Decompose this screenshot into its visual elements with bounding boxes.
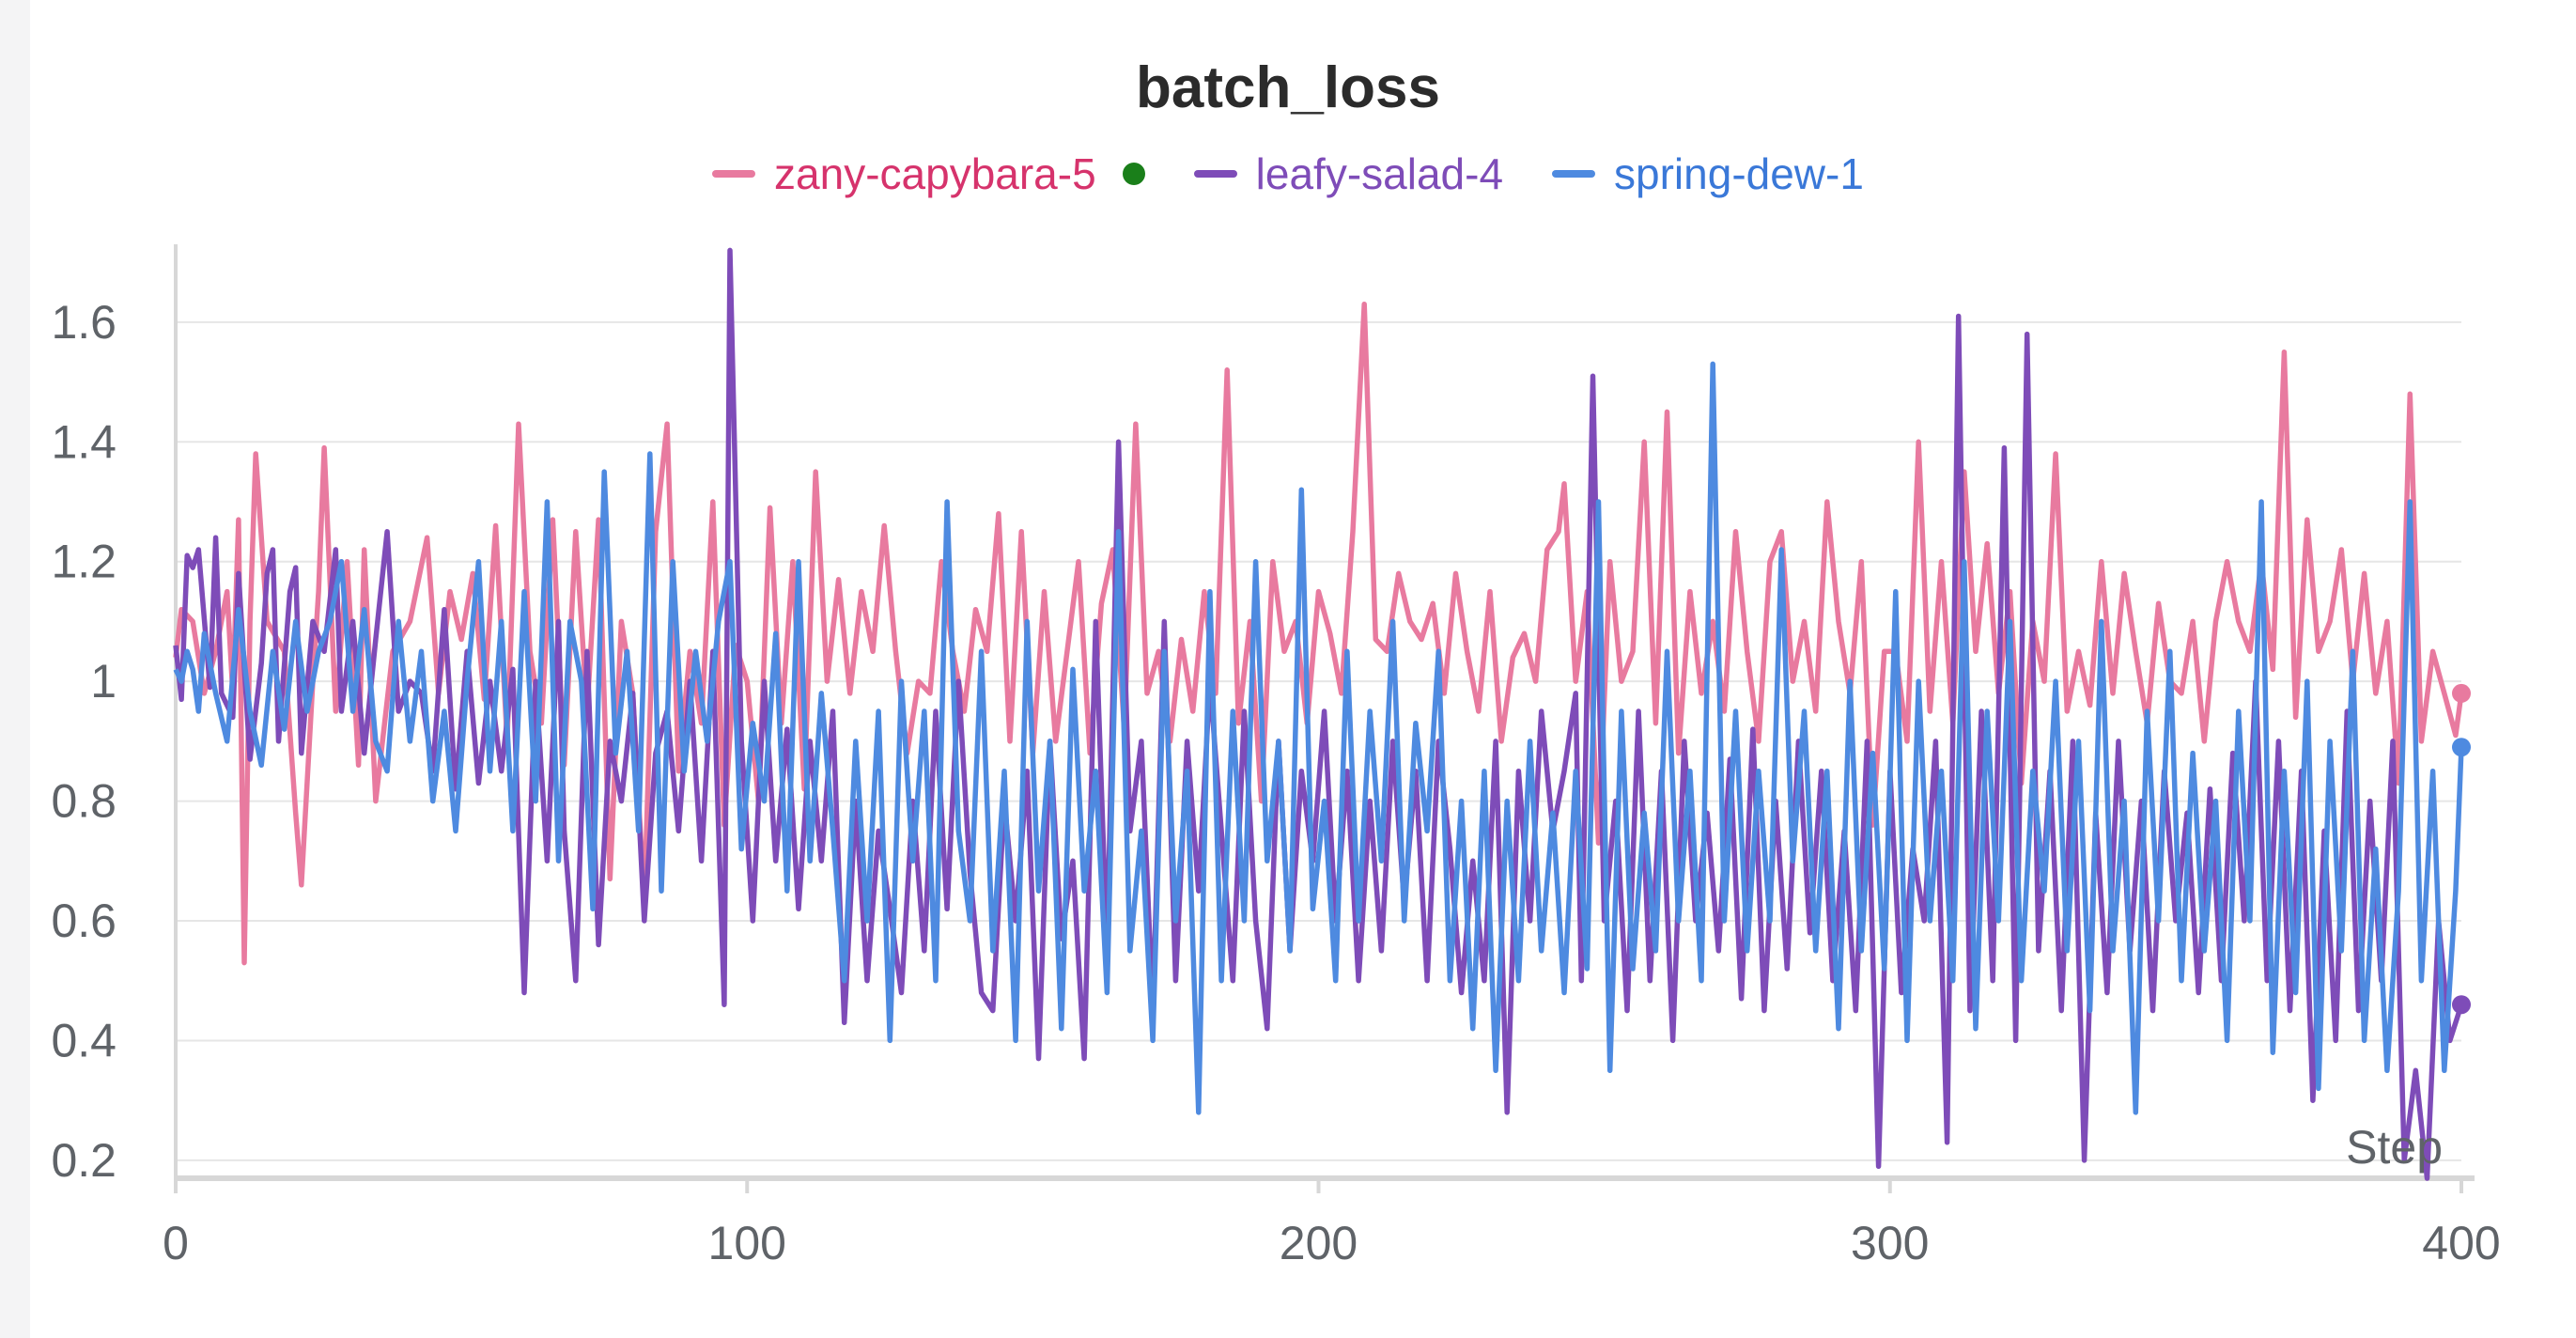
legend-item-leafy-salad-4[interactable]: leafy-salad-4: [1193, 148, 1504, 199]
y-tick-label: 1.6: [51, 296, 116, 349]
y-tick-label: 1: [90, 655, 116, 708]
legend-label-zany-capybara-5: zany-capybara-5: [774, 149, 1096, 198]
x-tick-label: 400: [2422, 1217, 2500, 1269]
legend-item-zany-capybara-5[interactable]: zany-capybara-5: [712, 148, 1145, 199]
series-endpoint-leafy-salad-4: [2452, 995, 2471, 1015]
legend-swatch-zany-capybara-5: [712, 170, 756, 178]
series-endpoint-spring-dew-1: [2452, 738, 2471, 757]
legend-label-leafy-salad-4: leafy-salad-4: [1255, 149, 1504, 198]
live-run-dot-icon: [1122, 163, 1145, 185]
x-axis-label: Step: [2346, 1121, 2443, 1174]
legend-swatch-spring-dew-1: [1552, 170, 1596, 178]
panel-left-edge: [0, 0, 30, 1338]
legend-swatch-leafy-salad-4: [1193, 170, 1237, 178]
series-endpoint-zany-capybara-5: [2452, 683, 2471, 703]
chart-legend: zany-capybara-5 leafy-salad-4 spring-dew…: [0, 148, 2576, 199]
y-tick-label: 0.4: [51, 1014, 116, 1066]
legend-item-spring-dew-1[interactable]: spring-dew-1: [1552, 148, 1864, 199]
legend-label-spring-dew-1: spring-dew-1: [1614, 149, 1864, 198]
y-tick-label: 0.8: [51, 775, 116, 828]
y-tick-label: 0.6: [51, 895, 116, 947]
x-tick-label: 0: [163, 1217, 189, 1269]
y-tick-label: 1.2: [51, 536, 116, 588]
y-tick-label: 1.4: [51, 415, 116, 468]
x-tick-label: 100: [708, 1217, 786, 1269]
x-tick-label: 200: [1280, 1217, 1358, 1269]
series-line-spring-dew-1: [173, 361, 2464, 1115]
y-tick-label: 0.2: [51, 1134, 116, 1187]
x-tick-label: 300: [1851, 1217, 1929, 1269]
chart-title: batch_loss: [1136, 55, 1440, 120]
